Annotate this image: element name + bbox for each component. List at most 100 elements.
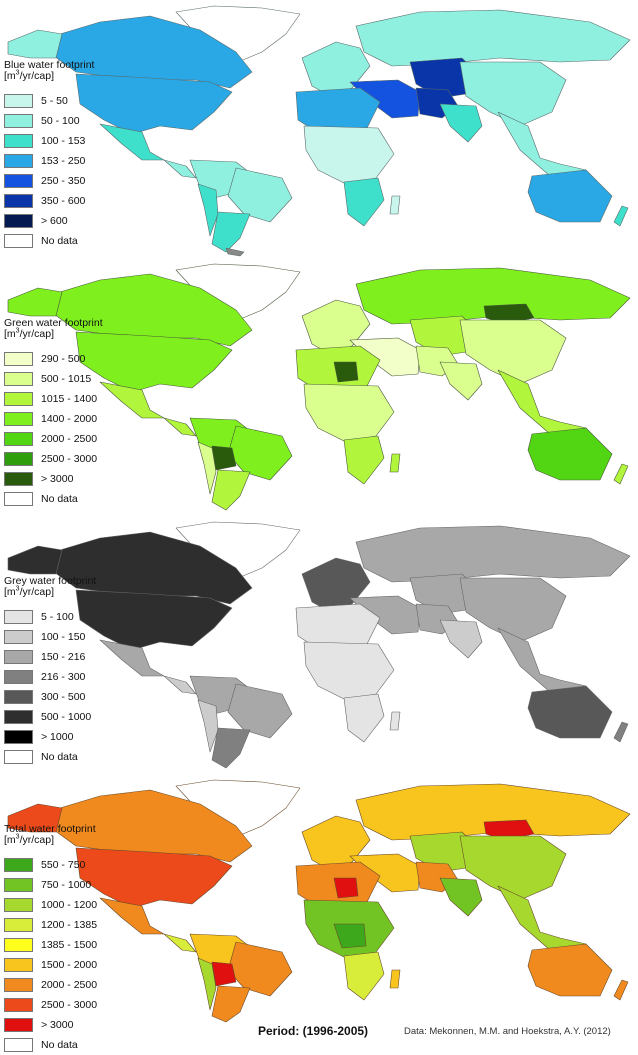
world-map-blue — [7, 5, 631, 257]
legend-total: Total water footprint [m3/yr/cap] 550 - … — [4, 824, 97, 1055]
legend-label: No data — [41, 751, 78, 763]
legend-swatch — [4, 630, 33, 644]
legend-item: 1000 - 1200 — [4, 895, 97, 915]
legend-label: 500 - 1015 — [41, 373, 92, 385]
southern-africa — [343, 951, 385, 1001]
legend-item: > 3000 — [4, 1015, 97, 1035]
legend-swatch — [4, 670, 33, 684]
africa-mid — [303, 383, 395, 443]
legend-label: 2000 - 2500 — [41, 433, 98, 445]
legend-heading: Grey water footprint — [4, 575, 97, 587]
unit-superscript: 3 — [15, 585, 20, 593]
legend-label: No data — [41, 493, 78, 505]
unit-prefix: [m — [4, 834, 16, 846]
legend-label: 1015 - 1400 — [41, 393, 98, 405]
unit-suffix: /yr/cap] — [19, 70, 55, 82]
legend-swatch — [4, 690, 33, 704]
legend-swatch — [4, 710, 33, 724]
legend-unit: [m3/yr/cap] — [4, 834, 97, 846]
central-america — [163, 417, 197, 437]
india — [439, 619, 483, 659]
canada — [53, 531, 253, 605]
legend-label: No data — [41, 235, 78, 247]
legend-swatch — [4, 978, 33, 992]
niger — [333, 361, 359, 383]
legend-swatch — [4, 392, 33, 406]
legend-swatch — [4, 878, 33, 892]
legend-swatch — [4, 412, 33, 426]
legend-unit: [m3/yr/cap] — [4, 69, 94, 82]
australia — [527, 943, 613, 997]
brazil — [227, 167, 293, 223]
legend-swatch — [4, 998, 33, 1012]
india — [439, 877, 483, 917]
legend-unit: [m3/yr/cap] — [4, 585, 96, 598]
legend-label: > 3000 — [41, 473, 74, 485]
legend-item: 1015 - 1400 — [4, 389, 103, 409]
map-panel-total: Total water footprint [m3/yr/cap] 550 - … — [0, 774, 638, 1052]
legend-swatch — [4, 114, 33, 128]
legend-label: 2000 - 2500 — [41, 979, 98, 991]
legend-item: 153 - 250 — [4, 151, 94, 171]
legend-label: 150 - 216 — [41, 651, 86, 663]
legend-item: 290 - 500 — [4, 349, 103, 369]
congo — [333, 923, 367, 949]
legend-swatch — [4, 938, 33, 952]
period-label: Period: (1996-2005) — [258, 1024, 369, 1038]
legend-label: 1385 - 1500 — [41, 939, 98, 951]
se-asia — [497, 369, 587, 435]
legend-item: 216 - 300 — [4, 667, 96, 687]
unit-superscript: 3 — [15, 69, 20, 77]
southern-africa — [343, 435, 385, 485]
india — [439, 103, 483, 143]
world-map-total — [7, 779, 631, 1023]
legend-item: 550 - 750 — [4, 855, 97, 875]
legend-label: 2500 - 3000 — [41, 453, 98, 465]
legend-heading: Green water footprint — [4, 317, 103, 329]
china — [459, 835, 567, 901]
russia — [355, 525, 631, 583]
legend-label: 1400 - 2000 — [41, 413, 98, 425]
legend-swatch — [4, 352, 33, 366]
alaska — [7, 545, 63, 575]
legend-title: Blue water footprint [m3/yr/cap] — [4, 60, 94, 82]
legend-swatch — [4, 472, 33, 486]
alaska — [7, 29, 63, 59]
legend-swatch — [4, 94, 33, 108]
legend-item: 2500 - 3000 — [4, 449, 103, 469]
china — [459, 577, 567, 643]
legend-item: 150 - 216 — [4, 647, 96, 667]
legend-swatch — [4, 452, 33, 466]
legend-label: 550 - 750 — [41, 859, 86, 871]
argentina — [211, 211, 251, 253]
andes — [197, 957, 217, 1011]
legend-item: 2000 - 2500 — [4, 429, 103, 449]
legend-item: 5 - 100 — [4, 607, 96, 627]
legend-item: > 1000 — [4, 727, 96, 747]
map-panel-grey: Grey water footprint [m3/yr/cap] 5 - 100… — [0, 516, 638, 774]
brazil — [227, 683, 293, 739]
new-zealand — [613, 721, 629, 743]
antarctic-strip — [225, 247, 245, 257]
map-panel-blue: Blue water footprint [m3/yr/cap] 5 - 50 5… — [0, 0, 638, 258]
legend-item: 2500 - 3000 — [4, 995, 97, 1015]
world-map-green — [7, 263, 631, 511]
legend-swatch — [4, 214, 33, 228]
legend-item: 1500 - 2000 — [4, 955, 97, 975]
legend-label: 250 - 350 — [41, 175, 86, 187]
legend-swatch — [4, 958, 33, 972]
madagascar — [389, 711, 401, 731]
legend-grey: Grey water footprint [m3/yr/cap] 5 - 100… — [4, 576, 96, 767]
andes — [197, 441, 217, 495]
world-map-grey — [7, 521, 631, 769]
map-panel-green: Green water footprint [m3/yr/cap] 290 - … — [0, 258, 638, 516]
legend-item: 500 - 1000 — [4, 707, 96, 727]
legend-item: 1400 - 2000 — [4, 409, 103, 429]
legend-label: > 3000 — [41, 1019, 74, 1031]
unit-prefix: [m — [4, 70, 16, 82]
unit-suffix: /yr/cap] — [19, 328, 55, 340]
legend-label: 216 - 300 — [41, 671, 86, 683]
legend-swatch — [4, 194, 33, 208]
legend-item: 2000 - 2500 — [4, 975, 97, 995]
china — [459, 61, 567, 127]
